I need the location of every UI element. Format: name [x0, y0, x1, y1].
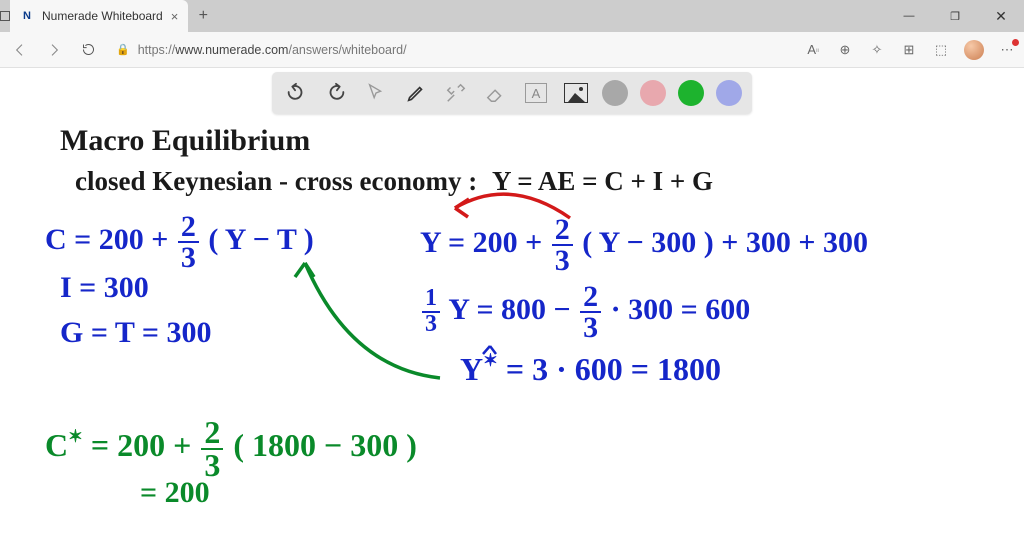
- whiteboard-toolbar: A: [272, 72, 752, 114]
- hw-y2-lfrac-n: 1: [422, 288, 440, 313]
- minimize-button[interactable]: ―: [886, 0, 932, 32]
- image-tool[interactable]: [562, 79, 590, 107]
- url-display[interactable]: 🔒 https://www.numerade.com/answers/white…: [116, 43, 407, 57]
- red-arrow-path: [455, 194, 570, 218]
- red-arrow-head: [455, 199, 469, 217]
- close-window-button[interactable]: ✕: [978, 0, 1024, 32]
- hw-cstar-lhs: = 200 +: [91, 427, 191, 463]
- hw-y2-frac-d: 3: [583, 313, 598, 341]
- hw-c-equation: C = 200 + 23 ( Y − T ): [45, 213, 314, 271]
- undo-button[interactable]: [282, 79, 310, 107]
- hw-y1-equation: Y = 200 + 23 ( Y − 300 ) + 300 + 300: [420, 216, 868, 274]
- hw-y1-lhs: Y = 200 +: [420, 226, 542, 259]
- hw-c-frac-n: 2: [178, 213, 199, 243]
- hw-i-equation: I = 300: [60, 273, 149, 303]
- hw-cstar-line2: = 200: [140, 478, 210, 508]
- tools-icon[interactable]: [442, 79, 470, 107]
- hw-y2-mid: Y = 800 −: [448, 293, 570, 326]
- browser-tab[interactable]: N Numerade Whiteboard ×: [10, 0, 188, 32]
- forward-button[interactable]: [42, 38, 66, 62]
- back-button[interactable]: [8, 38, 32, 62]
- tab-close-button[interactable]: ×: [171, 9, 179, 24]
- profile-avatar[interactable]: [964, 40, 984, 60]
- pen-tool[interactable]: [402, 79, 430, 107]
- color-swatch-gray[interactable]: [602, 80, 628, 106]
- url-scheme: https://: [138, 43, 176, 57]
- collections-icon[interactable]: ⊞: [900, 41, 918, 59]
- hw-subtitle: closed Keynesian - cross economy : Y = A…: [75, 168, 713, 195]
- read-aloud-icon[interactable]: A၊၊: [804, 41, 822, 59]
- color-swatch-violet[interactable]: [716, 80, 742, 106]
- hw-cstar-star: ✶: [68, 426, 83, 446]
- hw-title: Macro Equilibrium: [60, 126, 310, 156]
- refresh-button[interactable]: [76, 38, 100, 62]
- tab-actions-icon[interactable]: [0, 11, 10, 21]
- text-tool[interactable]: A: [522, 79, 550, 107]
- hw-y2-equation: 13 Y = 800 − 23 · 300 = 600: [420, 283, 750, 341]
- hw-subtitle-text: closed Keynesian - cross economy :: [75, 166, 477, 196]
- hw-c-lhs: C = 200 +: [45, 223, 168, 256]
- browser-right-icons: A၊၊ ⊕ ✧ ⊞ ⬚ ⋯: [804, 40, 1016, 60]
- lock-icon: 🔒: [116, 43, 130, 56]
- hw-y2-frac-n: 2: [580, 283, 601, 313]
- hw-cstar-equation: C✶ = 200 + 23 ( 1800 − 300 ): [45, 418, 417, 480]
- hw-ystar-equation: Y✶ = 3 · 600 = 1800: [460, 353, 721, 385]
- hw-gt-equation: G = T = 300: [60, 318, 211, 348]
- color-swatch-green[interactable]: [678, 80, 704, 106]
- zoom-icon[interactable]: ⊕: [836, 41, 854, 59]
- hw-cstar-rhs: ( 1800 − 300 ): [233, 427, 417, 463]
- url-host: www.numerade.com: [175, 43, 288, 57]
- maximize-button[interactable]: ❐: [932, 0, 978, 32]
- extensions-icon[interactable]: ⬚: [932, 41, 950, 59]
- url-text: https://www.numerade.com/answers/whitebo…: [138, 43, 407, 57]
- tab-strip-leading: [0, 0, 10, 32]
- color-swatch-pink[interactable]: [640, 80, 666, 106]
- new-tab-button[interactable]: +: [188, 0, 218, 32]
- whiteboard-canvas[interactable]: A Macro Equilibrium closed Keynesian - c…: [0, 68, 1024, 554]
- eraser-tool[interactable]: [482, 79, 510, 107]
- window-controls: ― ❐ ✕: [886, 0, 1024, 32]
- hw-y1-frac-d: 3: [555, 246, 570, 274]
- hw-y1-rhs: ( Y − 300 ) + 300 + 300: [582, 226, 868, 259]
- pointer-tool[interactable]: [362, 79, 390, 107]
- hw-ystar-rhs: = 3 · 600 = 1800: [506, 351, 721, 387]
- redo-button[interactable]: [322, 79, 350, 107]
- hw-y1-frac-n: 2: [552, 216, 573, 246]
- hw-c-frac-d: 3: [181, 243, 196, 271]
- url-path: /answers/whiteboard/: [288, 43, 406, 57]
- hw-ystar-y: Y: [460, 351, 483, 387]
- menu-button[interactable]: ⋯: [998, 41, 1016, 59]
- favorites-icon[interactable]: ✧: [868, 41, 886, 59]
- hw-cstar-c: C: [45, 427, 68, 463]
- hw-y2-rhs: · 300 = 600: [611, 293, 751, 326]
- tab-title: Numerade Whiteboard: [42, 9, 163, 23]
- hw-y2-lfrac-d: 3: [425, 313, 437, 336]
- hw-c-rhs: ( Y − T ): [208, 223, 313, 256]
- hw-cstar-frac-n: 2: [201, 418, 223, 450]
- hw-equation-main: Y = AE = C + I + G: [492, 166, 713, 196]
- hw-ystar-star: ✶: [483, 350, 498, 370]
- favicon-icon: N: [20, 9, 34, 23]
- address-bar: 🔒 https://www.numerade.com/answers/white…: [0, 32, 1024, 68]
- window-titlebar: N Numerade Whiteboard × + ― ❐ ✕: [0, 0, 1024, 32]
